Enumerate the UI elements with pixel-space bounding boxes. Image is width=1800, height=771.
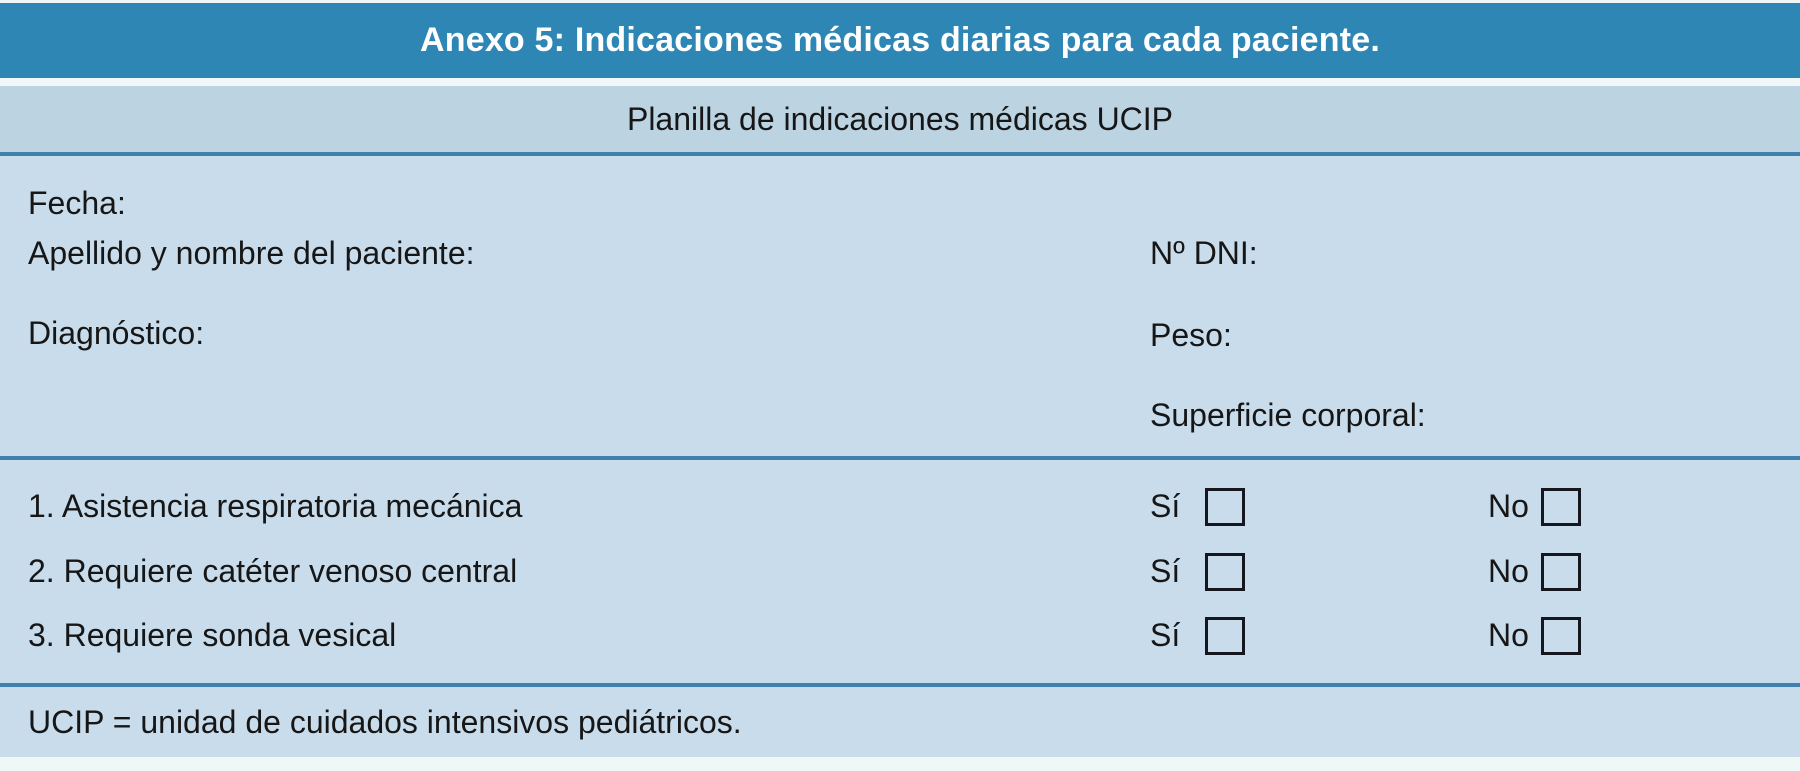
form-footer: UCIP = unidad de cuidados intensivos ped… (0, 687, 1800, 757)
si-checkbox[interactable] (1205, 553, 1245, 591)
fecha-label: Fecha: (28, 185, 126, 221)
no-checkbox[interactable] (1541, 617, 1581, 655)
no-checkbox[interactable] (1541, 553, 1581, 591)
bottom-strip (0, 757, 1800, 771)
top-strip (0, 0, 1800, 3)
si-label: Sí (1150, 488, 1181, 524)
si-label: Sí (1150, 553, 1181, 589)
divider-middle (0, 456, 1800, 460)
item-label: 3. Requiere sonda vesical (28, 617, 397, 653)
patient-info-section: Fecha: Apellido y nombre del paciente: N… (0, 156, 1800, 456)
form-title: Anexo 5: Indicaciones médicas diarias pa… (419, 21, 1381, 59)
no-label: No (1488, 553, 1529, 589)
item-row-sonda-vesical: 3. Requiere sonda vesical Sí No (0, 613, 1800, 657)
no-checkbox[interactable] (1541, 488, 1581, 526)
form-header: Anexo 5: Indicaciones médicas diarias pa… (0, 3, 1800, 78)
item-label: 2. Requiere catéter venoso central (28, 553, 518, 589)
item-row-cateter-venoso: 2. Requiere catéter venoso central Sí No (0, 549, 1800, 593)
no-label: No (1488, 488, 1529, 524)
si-label: Sí (1150, 617, 1181, 653)
dni-label: Nº DNI: (1150, 235, 1258, 271)
si-checkbox[interactable] (1205, 617, 1245, 655)
si-checkbox[interactable] (1205, 488, 1245, 526)
form-subtitle: Planilla de indicaciones médicas UCIP (626, 100, 1174, 137)
peso-label: Peso: (1150, 317, 1232, 353)
superficie-corporal-label: Superficie corporal: (1150, 397, 1426, 433)
checklist-section: 1. Asistencia respiratoria mecánica Sí N… (0, 460, 1800, 683)
header-gap (0, 78, 1800, 86)
form-subheader: Planilla de indicaciones médicas UCIP (0, 86, 1800, 152)
divider-top (0, 152, 1800, 156)
ucip-footnote: UCIP = unidad de cuidados intensivos ped… (28, 703, 742, 740)
item-label: 1. Asistencia respiratoria mecánica (28, 488, 523, 524)
no-label: No (1488, 617, 1529, 653)
diagnostico-label: Diagnóstico: (28, 315, 205, 351)
nombre-paciente-label: Apellido y nombre del paciente: (28, 235, 475, 271)
item-row-asistencia-respiratoria: 1. Asistencia respiratoria mecánica Sí N… (0, 484, 1800, 528)
divider-bottom (0, 683, 1800, 687)
